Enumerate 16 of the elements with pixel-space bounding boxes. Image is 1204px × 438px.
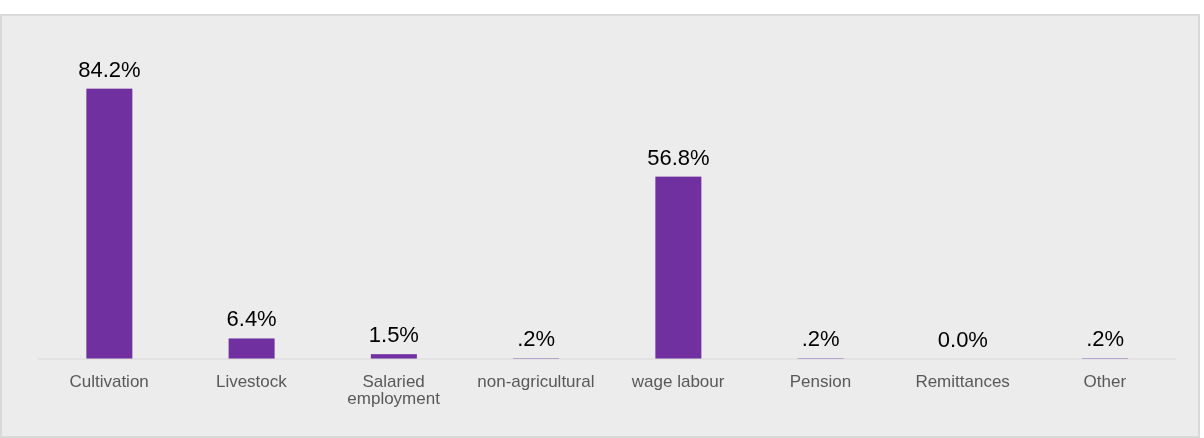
x-tick-label: Salaried employment: [347, 372, 441, 409]
x-tick-label: non-agricultural: [477, 372, 595, 392]
x-tick-label: wage labour: [630, 372, 725, 392]
data-label: 84.2%: [78, 56, 141, 82]
data-label: 1.5%: [368, 322, 419, 348]
x-tick-label: Remittances: [915, 372, 1010, 392]
data-label: .2%: [1086, 326, 1125, 352]
data-label: .2%: [801, 326, 840, 352]
data-label: 56.8%: [647, 144, 710, 170]
x-tick-label: Livestock: [215, 372, 288, 392]
x-tick-label: Pension: [789, 372, 852, 392]
x-tick-label: Other: [1083, 372, 1127, 392]
data-label: 0.0%: [937, 327, 988, 352]
x-tick-label: Cultivation: [69, 372, 149, 392]
data-label: 6.4%: [226, 306, 277, 332]
data-label: .2%: [517, 326, 556, 352]
